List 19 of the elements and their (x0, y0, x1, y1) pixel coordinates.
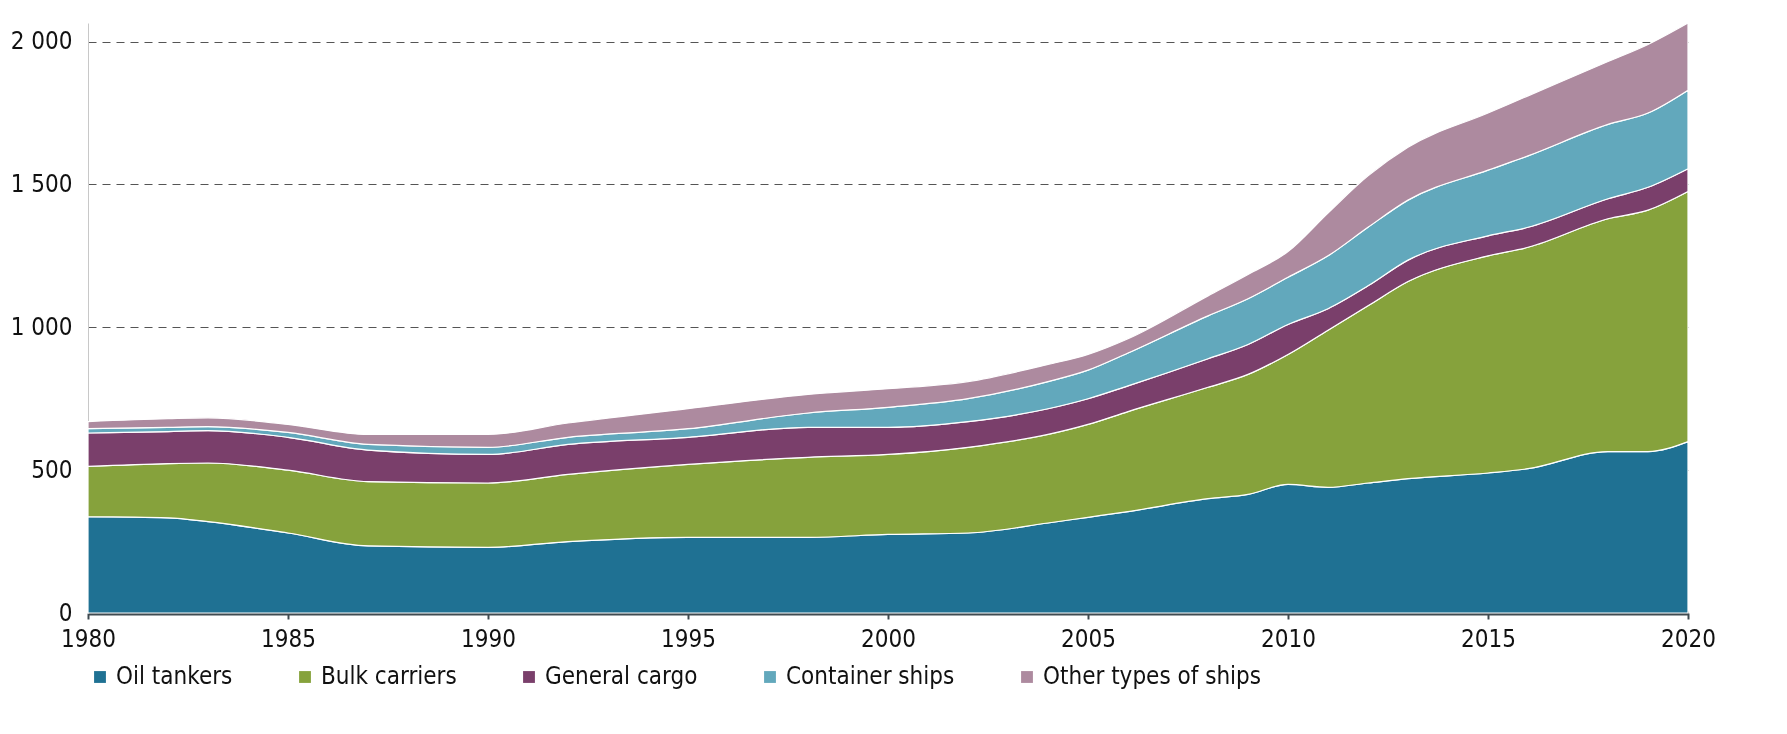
x-tick-label: 1985 (261, 624, 316, 653)
x-tick-label: 2000 (861, 624, 916, 653)
y-tick-label: 2 000 (10, 27, 73, 56)
x-tick-label: 1980 (61, 624, 116, 653)
legend-label: Other types of ships (1043, 662, 1262, 690)
x-tick-label: 2005 (1061, 624, 1116, 653)
y-tick-label: 0 (58, 598, 73, 627)
legend-label: Container ships (786, 662, 955, 690)
y-tick-label: 1 500 (10, 169, 73, 198)
y-tick-label: 1 000 (10, 312, 73, 341)
x-tick-label: 1995 (661, 624, 716, 653)
x-tick-label: 2020 (1661, 624, 1716, 653)
legend-label: Oil tankers (116, 662, 233, 690)
x-tick-label: 2010 (1261, 624, 1316, 653)
legend-label: General cargo (545, 662, 698, 690)
y-tick-label: 500 (31, 455, 73, 484)
x-tick-label: 2015 (1461, 624, 1516, 653)
x-tick-label: 1990 (461, 624, 516, 653)
legend-label: Bulk carriers (321, 662, 457, 690)
